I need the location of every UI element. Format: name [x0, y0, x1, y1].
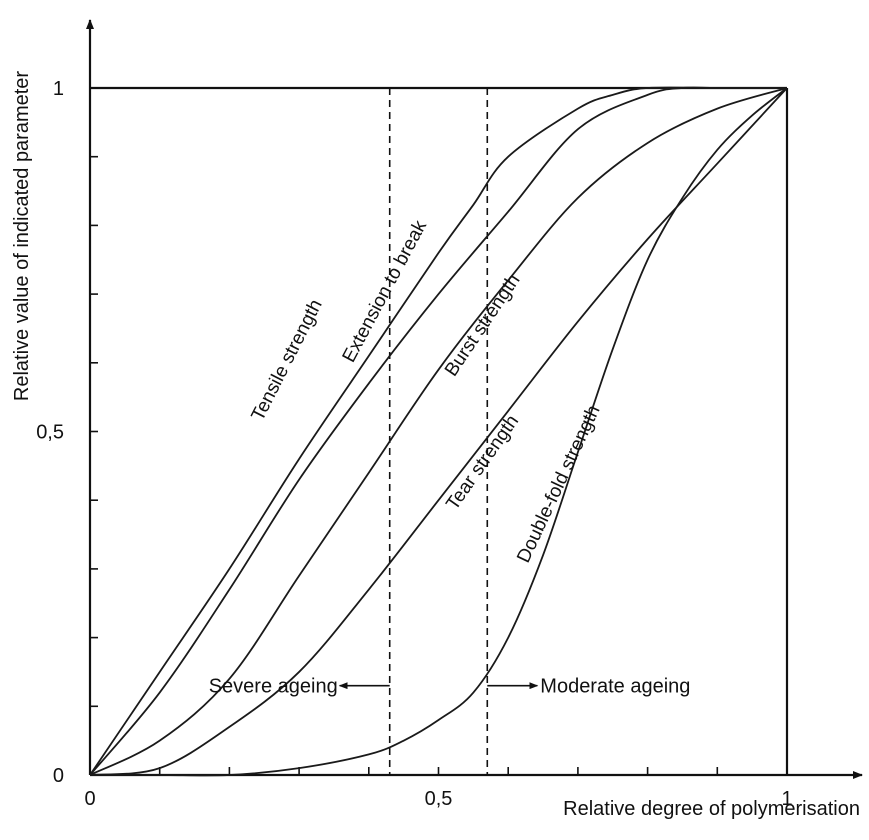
curve-label-burst-strength: Burst strength [441, 270, 525, 380]
severe-ageing-label: Severe ageing [209, 676, 338, 698]
moderate-ageing-label: Moderate ageing [540, 676, 690, 698]
curve-label-double-fold-strength: Double-fold strength [513, 402, 604, 566]
y-tick-label-0-5: 0,5 [36, 422, 64, 444]
curves [89, 86, 788, 777]
x-tick-label-0-5: 0,5 [425, 788, 453, 810]
curve-tensile-strength [89, 86, 787, 776]
curve-extension-to-break [89, 86, 787, 776]
x-tick-label-1: 1 [781, 788, 792, 810]
y-tick-label-0: 0 [53, 765, 64, 787]
curve-burst-strength [89, 87, 788, 776]
y-axis-title: Relative value of indicated parameter [11, 71, 33, 402]
x-tick-label-0: 0 [84, 788, 95, 810]
curve-tear-strength [89, 87, 788, 776]
y-tick-label-1: 1 [53, 78, 64, 100]
curve-label-tear-strength: Tear strength [442, 411, 523, 514]
x-axis-title: Relative degree of polymerisation [563, 798, 860, 820]
x-axis-ticks [158, 767, 788, 775]
curve-double-fold-strength [90, 87, 788, 777]
y-axis-ticks [90, 87, 98, 708]
curve-label-extension-to-break: Extension to break [339, 217, 432, 366]
curve-labels: Tensile strength Extension to break Burst … [248, 217, 605, 566]
curve-label-tensile-strength: Tensile strength [248, 296, 327, 424]
